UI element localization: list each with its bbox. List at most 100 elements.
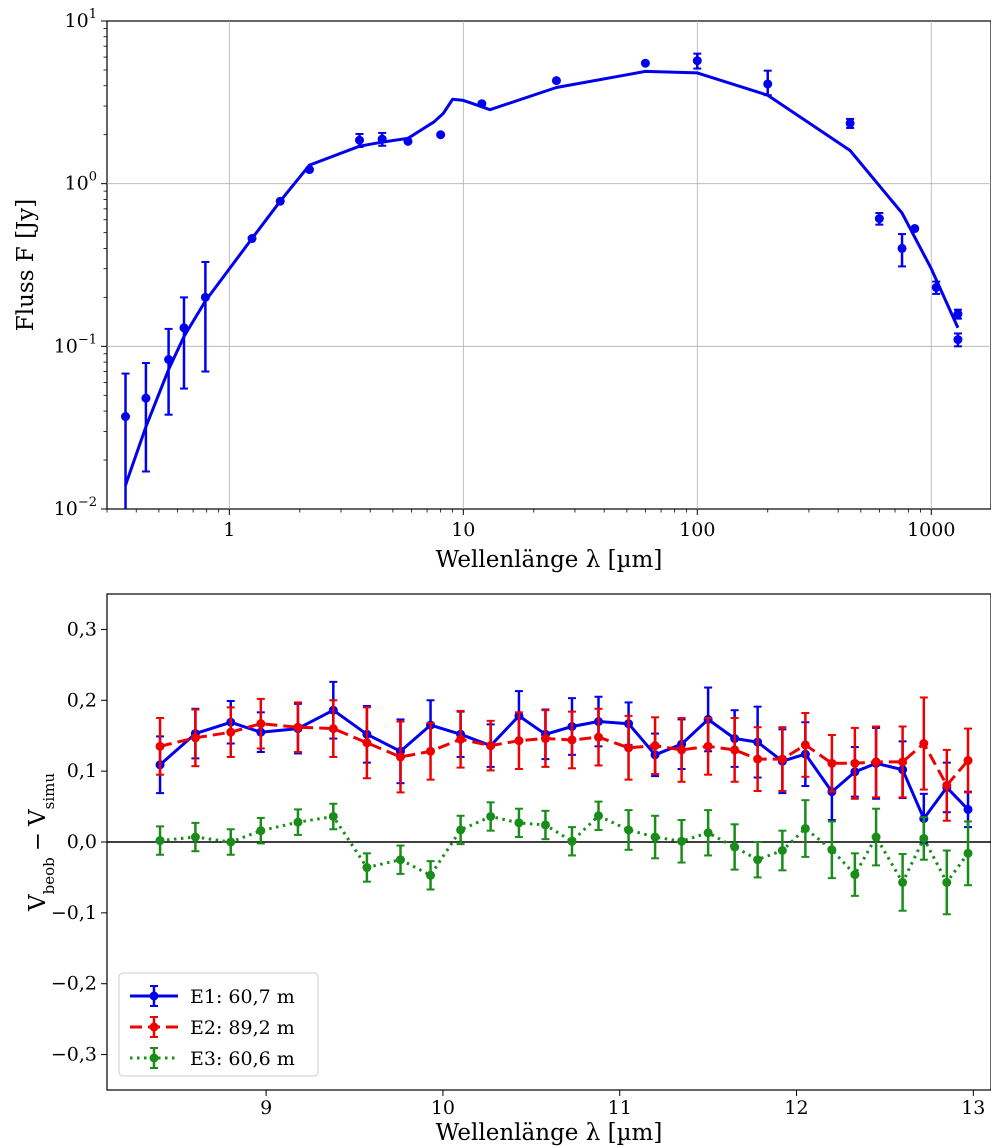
- visibility-x-tick-label: 9: [260, 1097, 272, 1119]
- sed-observation-point: [763, 79, 773, 89]
- legend-entries: E1: 60,7 m E2: 89,2 m E3: 60,6 m: [130, 985, 295, 1070]
- visibility-data-point: [426, 870, 436, 880]
- visibility-data-point: [942, 780, 952, 790]
- visibility-data-point: [226, 727, 236, 737]
- sed-y-tick-label: 10−1: [54, 332, 97, 357]
- sed-observation-point: [692, 56, 702, 66]
- sed-observation-point: [377, 134, 387, 144]
- sed-observation-point: [845, 118, 855, 128]
- sed-observation-point: [247, 234, 257, 244]
- sed-observation-point: [179, 323, 189, 333]
- visibility-data-point: [540, 734, 550, 744]
- visibility-data-point: [730, 745, 740, 755]
- sed-y-tick-base: 10: [65, 10, 89, 32]
- visibility-data-point: [567, 735, 577, 745]
- visibility-data-point: [898, 757, 908, 767]
- sed-observation-point: [477, 99, 487, 109]
- sed-y-tick-exponent: 0: [89, 170, 97, 185]
- visibility-x-axis-label: Wellenlänge λ [µm]: [436, 1120, 663, 1146]
- sed-observation-point: [355, 135, 365, 145]
- visibility-data-point: [190, 832, 200, 842]
- y-label-main-1: V: [25, 894, 51, 912]
- y-label-main-2: V: [25, 809, 51, 827]
- sed-y-tick-base: 10: [54, 498, 78, 520]
- visibility-y-tick-label: −0,3: [51, 1044, 97, 1066]
- sed-observation-point: [121, 412, 131, 422]
- sed-observation-point: [910, 224, 920, 234]
- visibility-data-point: [362, 863, 372, 873]
- sed-y-tick-base: 10: [65, 173, 89, 195]
- visibility-data-point: [703, 741, 713, 751]
- visibility-data-point: [293, 817, 303, 827]
- legend-label: E1: 60,7 m: [190, 986, 295, 1008]
- sed-observation-point: [953, 335, 963, 345]
- visibility-data-point: [919, 739, 929, 749]
- visibility-data-point: [650, 741, 660, 751]
- visibility-data-point: [155, 741, 165, 751]
- legend: E1: 60,7 m E2: 89,2 m E3: 60,6 m: [118, 972, 319, 1077]
- sed-observations-group: [121, 52, 963, 509]
- sed-observation-point: [200, 292, 210, 302]
- visibility-data-point: [777, 754, 787, 764]
- sed-observation-point: [551, 76, 561, 86]
- sed-model-line: [124, 69, 960, 486]
- visibility-data-point: [871, 832, 881, 842]
- legend-box: [118, 972, 319, 1077]
- visibility-data-point: [703, 828, 713, 838]
- visibility-data-point: [514, 736, 524, 746]
- visibility-y-tick-label: 0,0: [67, 831, 97, 853]
- visibility-data-point: [594, 732, 604, 742]
- visibility-data-point: [800, 824, 810, 834]
- visibility-x-tick-label: 12: [784, 1097, 808, 1119]
- sed-y-tick-exponent: 1: [89, 7, 97, 22]
- sed-grid: [107, 21, 991, 509]
- sed-x-ticks: 1 10 100 1000: [106, 509, 955, 541]
- sed-observation-point: [304, 165, 314, 175]
- sed-observation-point: [953, 309, 963, 319]
- visibility-data-point: [328, 811, 338, 821]
- sed-y-tick-label: 100: [65, 170, 97, 195]
- sed-x-tick-label: 100: [679, 519, 715, 541]
- sed-observation-point: [275, 196, 285, 206]
- visibility-x-tick-label: 13: [961, 1097, 985, 1119]
- svg-text:Vbeob−Vsimu: Vbeob − Vsimu: [25, 773, 58, 912]
- visibility-data-point: [486, 741, 496, 751]
- visibility-data-point: [777, 846, 787, 856]
- visibility-data-point: [624, 825, 634, 835]
- visibility-data-point: [898, 877, 908, 887]
- visibility-data-point: [486, 811, 496, 821]
- sed-y-tick-label: 101: [65, 7, 97, 32]
- visibility-panel: 9 10 11 12 13 0,3 0,2 0,1 0,0 −0,1 −0,2 −0,3 Welle…: [25, 593, 991, 1146]
- y-label-minus: −: [25, 832, 51, 851]
- sed-observation-point: [897, 243, 907, 253]
- visibility-data-point: [650, 832, 660, 842]
- visibility-data-point: [677, 836, 687, 846]
- legend-marker-sample: [149, 1053, 159, 1063]
- legend-label: E2: 89,2 m: [190, 1017, 295, 1039]
- visibility-data-point: [328, 724, 338, 734]
- visibility-series-line: [159, 722, 970, 787]
- y-label-sub-beob: beob: [40, 857, 58, 894]
- sed-plot-frame: [106, 20, 991, 510]
- sed-observation-point: [874, 214, 884, 224]
- sed-observation-point: [436, 130, 446, 140]
- visibility-data-point: [730, 842, 740, 852]
- legend-marker-sample: [149, 991, 159, 1001]
- legend-label: E3: 60,6 m: [190, 1048, 295, 1070]
- visibility-data-point: [827, 845, 837, 855]
- visibility-x-ticks: 9 10 11 12 13: [260, 1090, 985, 1119]
- visibility-data-point: [827, 758, 837, 768]
- y-label-sub-simu: simu: [40, 773, 58, 810]
- sed-y-tick-exponent: −2: [78, 495, 97, 510]
- sed-x-tick-label: 1000: [907, 519, 955, 541]
- visibility-data-point: [395, 752, 405, 762]
- sed-y-tick-exponent: −1: [78, 332, 97, 347]
- visibility-y-axis-label: Vbeob − Vsimu: [25, 773, 58, 912]
- visibility-data-point: [426, 746, 436, 756]
- sed-observation-point: [141, 393, 151, 403]
- visibility-data-point: [871, 757, 881, 767]
- visibility-data-point: [190, 733, 200, 743]
